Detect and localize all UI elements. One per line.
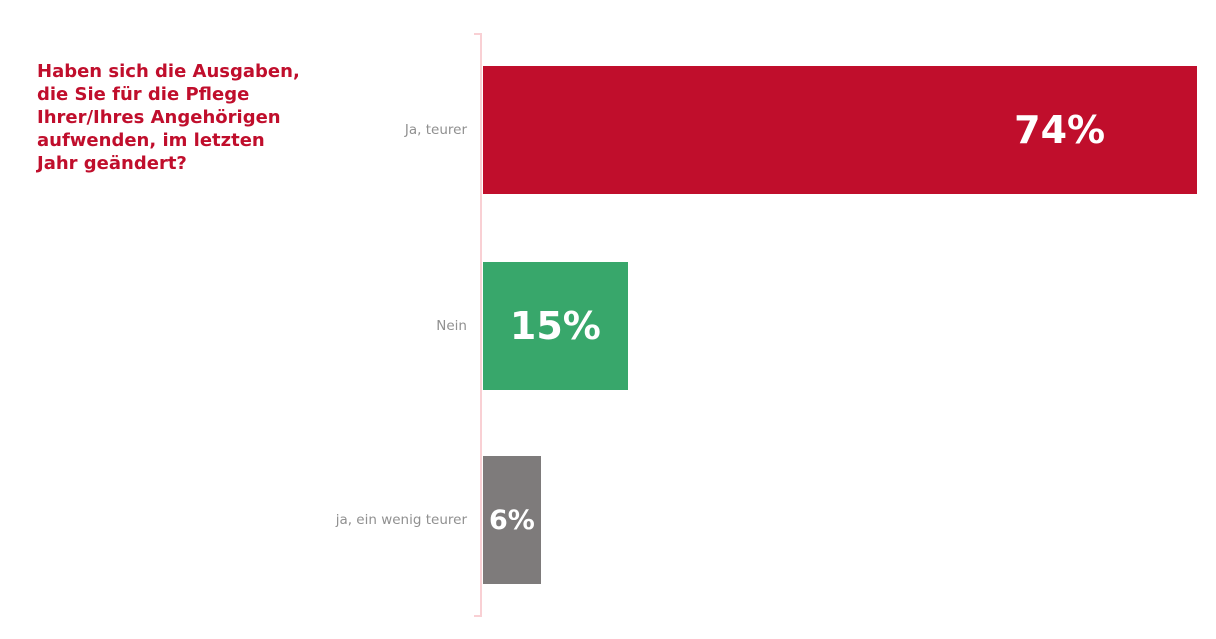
category-label-ja-ein-wenig-teurer: ja, ein wenig teurer [335, 512, 467, 528]
axis-tick-bottom [474, 615, 482, 617]
chart-title-line: die Sie für die Pflege [37, 84, 250, 105]
value-label-ja-teurer: 74% [1014, 108, 1106, 152]
value-label-ja-ein-wenig-teurer: 6% [489, 504, 535, 536]
value-label-nein: 15% [509, 304, 601, 348]
axis-tick-top [474, 33, 482, 35]
chart-title-line: Ihrer/Ihres Angehörigen [37, 107, 281, 128]
bar-ja-ein-wenig-teurer: 6% [483, 456, 541, 584]
chart-title-line: Haben sich die Ausgaben, [37, 61, 300, 82]
category-label-ja-teurer: Ja, teurer [404, 122, 467, 138]
bar-nein: 15% [483, 262, 628, 390]
chart-title: Haben sich die Ausgaben, die Sie für die … [37, 60, 300, 175]
bar-ja-teurer: 74% [483, 66, 1198, 194]
chart-title-line: Jahr geändert? [37, 153, 187, 174]
category-label-nein: Nein [436, 318, 467, 334]
category-axis-line [474, 33, 482, 617]
chart-title-line: aufwenden, im letzten [37, 130, 265, 151]
